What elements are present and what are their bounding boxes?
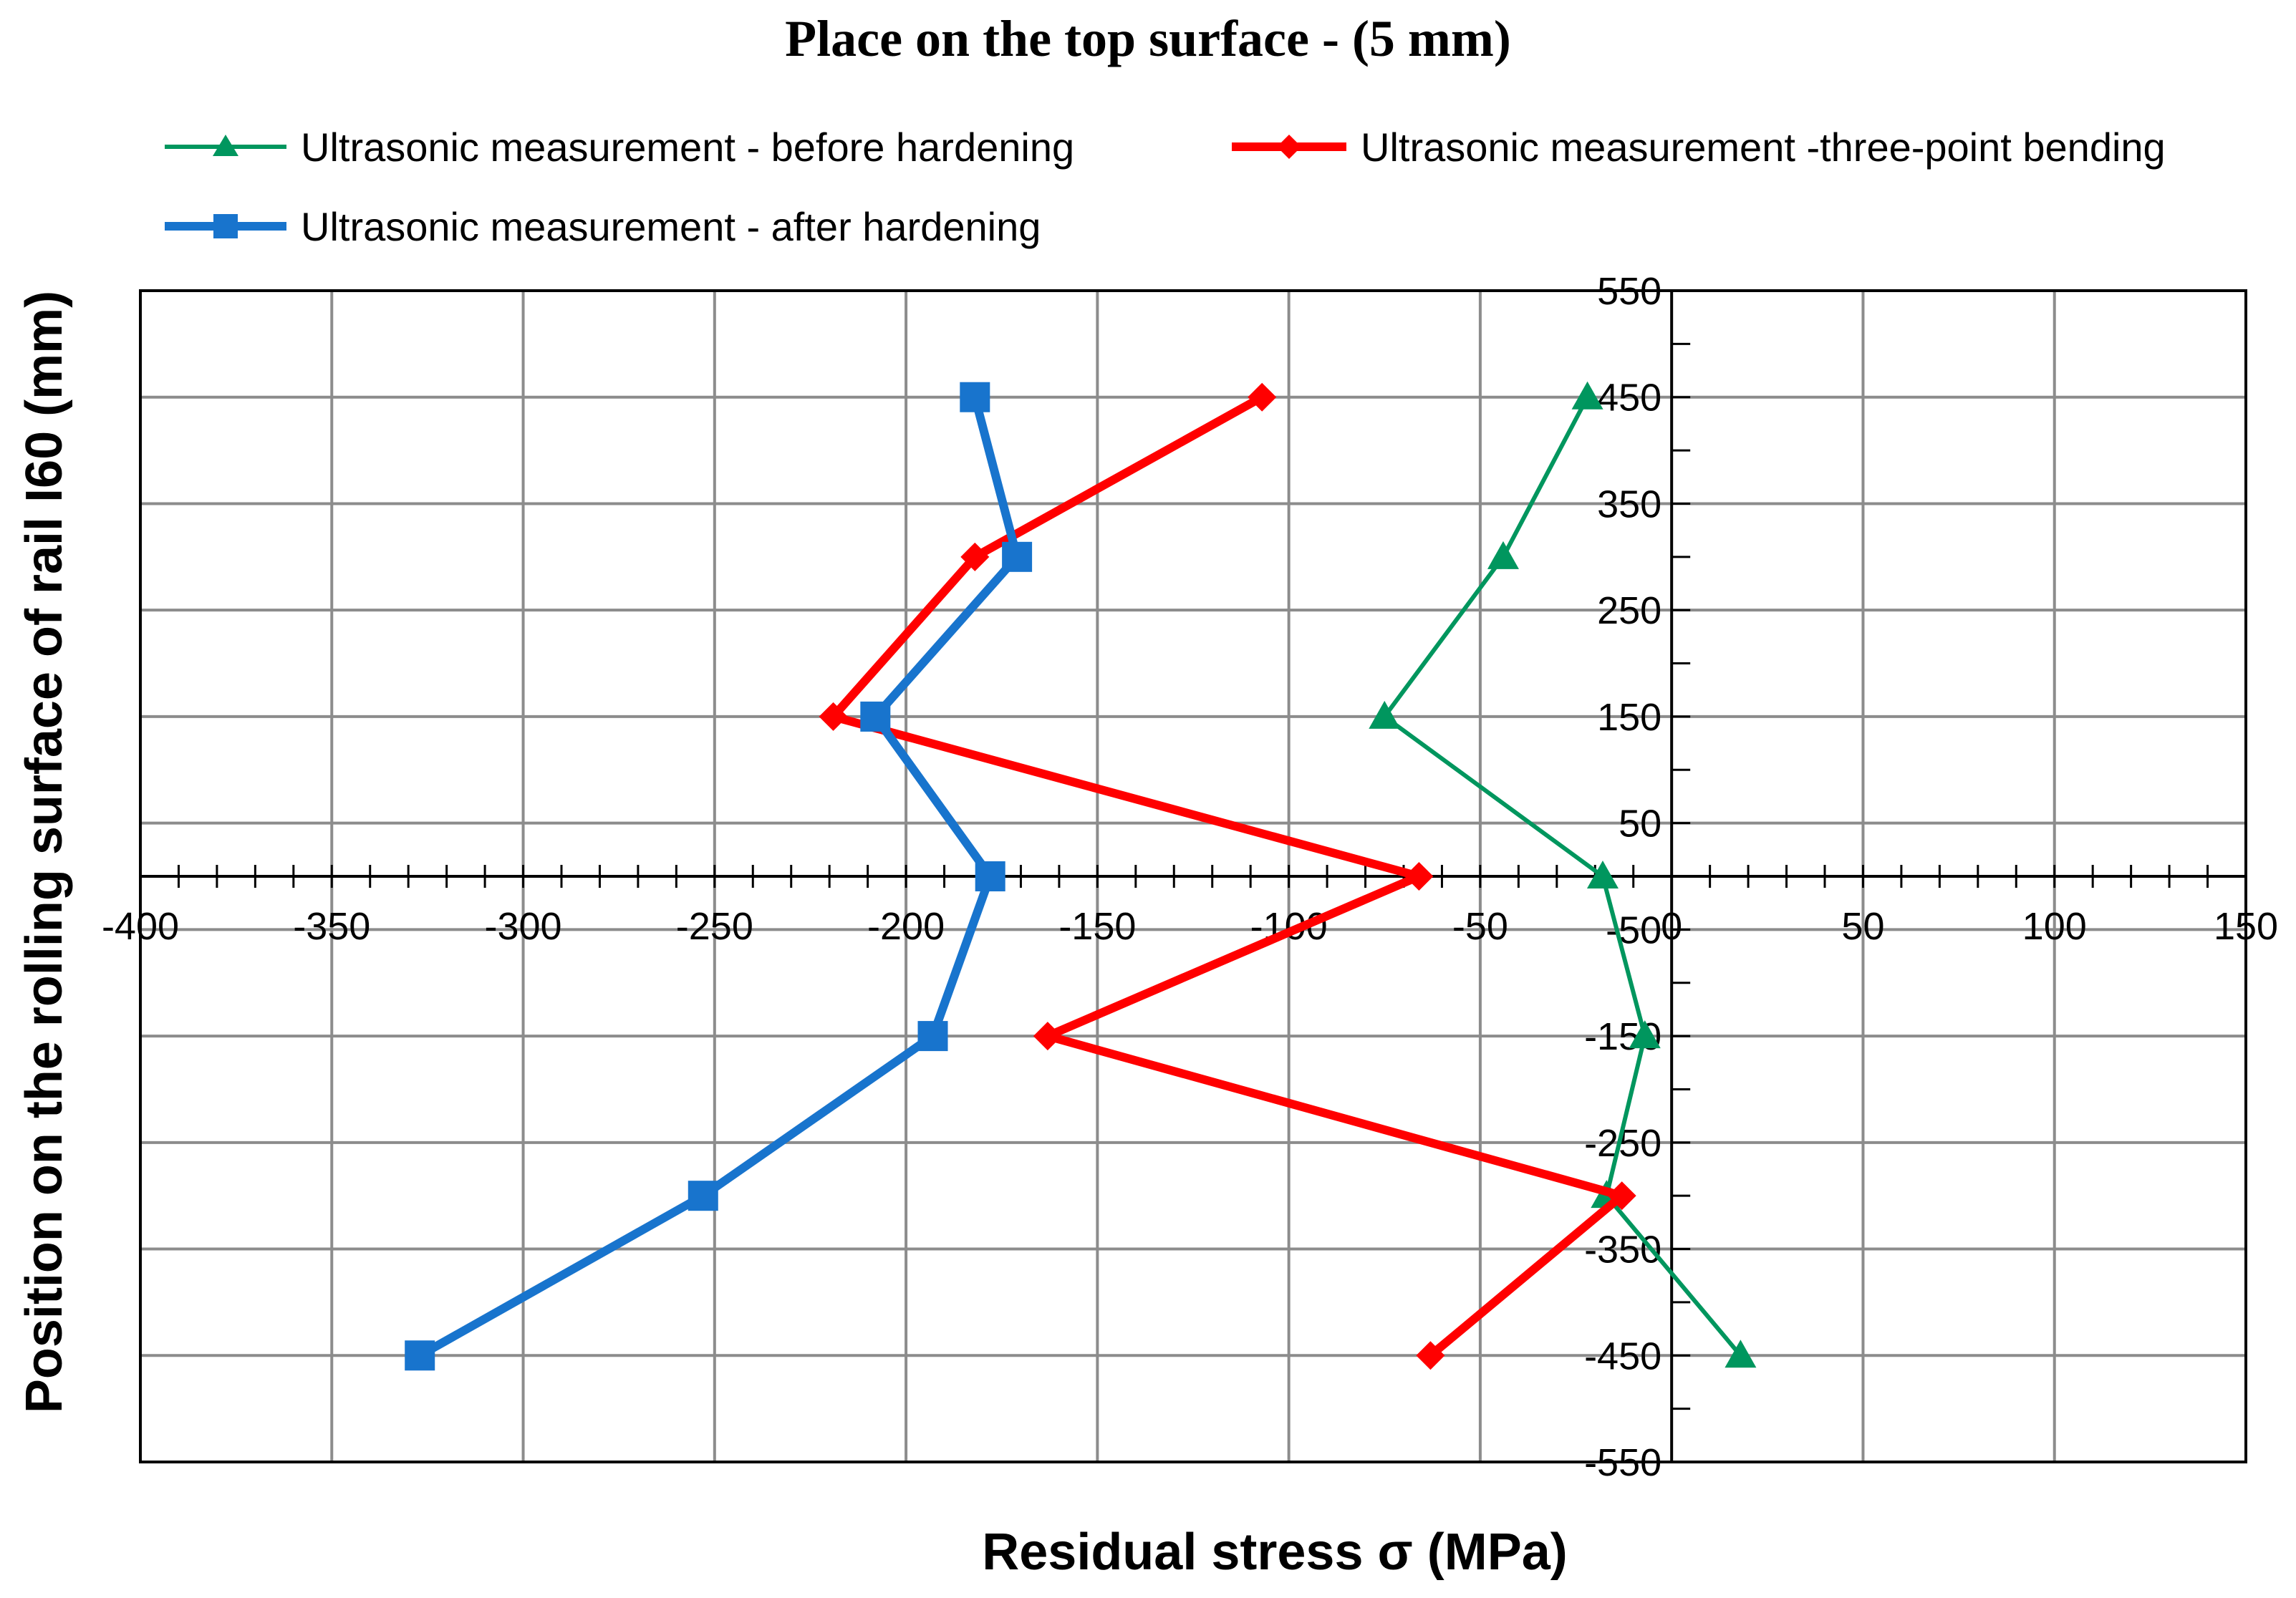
data-point-diamond [1607,1181,1636,1211]
data-point-triangle [1369,700,1401,729]
data-point-triangle [1725,1340,1757,1368]
plot-area: -400 -350 -300 -250 -200 -150 -100 -50 0 50 100 150… [102,270,2278,1484]
y-tick-label: -350 [1584,1229,1661,1272]
data-point-square [860,701,891,732]
data-point-triangle [1629,1020,1661,1049]
x-tick-label: -200 [867,905,945,948]
y-tick-label: 150 [1597,696,1661,739]
data-point-diamond [1033,1022,1062,1051]
data-point-diamond [1248,382,1277,412]
data-point-square [688,1181,718,1211]
y-axis-title: Position on the rolling surface of rail … [16,291,73,1413]
data-point-triangle [1586,861,1619,888]
legend-marker-triangle [213,135,238,156]
y-tick-label: -450 [1584,1335,1661,1377]
legend-marker-square [213,214,238,238]
data-point-triangle [1487,541,1519,569]
x-tick-label: -300 [484,905,561,948]
legend-label-before-hardening: Ultrasonic measurement - before hardenin… [301,125,1074,170]
legend-item-after-hardening: Ultrasonic measurement - after hardening [165,204,1041,249]
legend: Ultrasonic measurement - before hardenin… [165,125,2166,249]
data-point-diamond [819,702,848,731]
data-point-square [1002,541,1033,572]
legend-item-before-hardening: Ultrasonic measurement - before hardenin… [165,125,1074,170]
y-tick-label: 450 [1597,377,1661,420]
x-tick-label: -150 [1058,905,1136,948]
legend-item-three-point-bending: Ultrasonic measurement -three-point bend… [1232,125,2166,170]
chart-title: Place on the top surface - (5 mm) [785,10,1511,67]
x-tick-label: -250 [676,905,753,948]
x-tick-label: -400 [102,905,179,948]
x-tick-label: -350 [293,905,370,948]
data-point-diamond [960,542,990,571]
data-point-square [405,1340,435,1371]
x-tick-label: 50 [1841,905,1884,948]
data-point-diamond [1416,1341,1445,1370]
y-tick-label: 350 [1597,483,1661,526]
y-tick-label: 550 [1597,270,1661,313]
y-tick-label: 250 [1597,589,1661,632]
data-point-square [917,1021,948,1052]
data-point-square [960,382,990,412]
x-tick-label: -50 [1452,905,1508,948]
legend-marker-diamond [1277,135,1301,159]
data-point-square [975,861,1005,891]
y-tick-label: 50 [1619,803,1661,846]
data-point-diamond [1404,862,1434,891]
legend-label-three-point-bending: Ultrasonic measurement -three-point bend… [1361,125,2166,170]
x-tick-label: 150 [2214,905,2278,948]
data-point-triangle [1571,381,1603,410]
x-axis-title: Residual stress σ (MPa) [982,1524,1568,1581]
y-tick-label: -550 [1584,1441,1661,1484]
x-tick-label: 0 [1661,905,1682,948]
x-tick-label: 100 [2022,905,2087,948]
legend-label-after-hardening: Ultrasonic measurement - after hardening [301,204,1041,249]
